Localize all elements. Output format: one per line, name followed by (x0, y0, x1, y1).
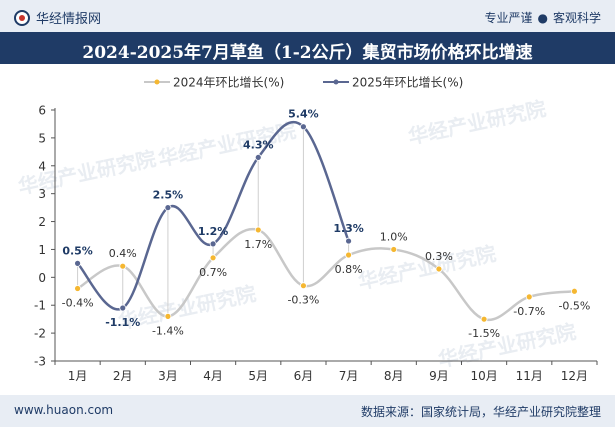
point-2024 (300, 282, 307, 290)
y-tick-label: 1 (38, 243, 46, 257)
data-label-2025: 1.3% (333, 222, 364, 235)
data-label-2024: 0.8% (335, 263, 363, 276)
y-tick-label: 5 (38, 131, 46, 145)
point-2025 (119, 304, 127, 312)
point-2025 (209, 240, 217, 248)
bullet-icon: ● (537, 11, 548, 25)
data-label-2025: 0.5% (62, 244, 93, 257)
legend: 2024年环比增长(%) 2025年环比增长(%) (144, 76, 463, 90)
x-tick-label: 7月 (339, 369, 359, 383)
x-tick-label: 12月 (561, 369, 588, 383)
data-label-2024: -1.4% (152, 324, 184, 337)
y-tick-label: 6 (38, 104, 46, 118)
legend-label-2024: 2024年环比增长(%) (173, 76, 284, 90)
y-tick-label: -1 (34, 299, 46, 313)
data-label-2025: 2.5% (153, 189, 184, 202)
watermark-3: 华经产业研究院 (16, 146, 158, 199)
data-label-2025: -1.1% (105, 316, 140, 329)
data-label-2025: 1.2% (198, 225, 229, 238)
brand[interactable]: 华经情报网 (14, 8, 101, 27)
x-tick-label: 9月 (429, 369, 449, 383)
point-2024 (209, 254, 217, 262)
data-label-2024: -0.3% (287, 294, 319, 307)
data-label-2024: 0.4% (109, 247, 137, 260)
point-2024 (435, 265, 443, 273)
footer-url[interactable]: www.huaon.com (14, 403, 114, 417)
point-2025 (345, 237, 352, 245)
point-2024 (254, 226, 262, 234)
data-label-2025: 5.4% (288, 108, 319, 121)
data-labels: -0.4% 0.4% -1.4% 0.7% 1.7% -0.3% 0.8% 1.0% 0.3% -… (62, 108, 591, 340)
footer: www.huaon.com 数据来源：国家统计局，华经产业研究院整理 (0, 395, 615, 427)
x-tick-label: 4月 (203, 369, 223, 383)
point-2025 (74, 259, 81, 267)
footer-source: 数据来源：国家统计局，华经产业研究院整理 (360, 405, 601, 419)
point-2024 (571, 287, 578, 295)
x-tick-label: 11月 (516, 369, 543, 383)
y-tick-label: 3 (38, 187, 46, 201)
chart: 华经产业研究院华经产业研究院华经产业研究院华经产业研究院华经产业研究院华经产业研… (16, 76, 598, 383)
x-tick-label: 6月 (294, 369, 314, 383)
data-label-2024: -0.5% (558, 299, 590, 312)
y-tick-label: 2 (38, 215, 46, 229)
point-2025 (164, 204, 172, 212)
tagline-left: 专业严谨 (484, 11, 533, 25)
axes: -3 -2 -1 0 1 2 3 4 5 6 1月 2月 3月 4月 5月 6月 7月 8月 9月 10月 11月 12月 (34, 104, 598, 383)
point-2025 (254, 154, 262, 161)
x-tick-label: 10月 (470, 369, 497, 383)
y-tick-label: 4 (38, 159, 46, 173)
data-label-2025: 4.3% (243, 138, 274, 151)
series (74, 120, 578, 323)
top-bar: 华经情报网 专业严谨 ● 客观科学 (0, 0, 615, 32)
y-tick-label: -3 (34, 355, 46, 369)
data-label-2024: 0.7% (199, 266, 227, 279)
y-tick-label: 0 (38, 271, 46, 285)
point-2025 (300, 123, 307, 131)
x-tick-label: 3月 (158, 369, 178, 383)
point-2024 (525, 293, 533, 301)
data-label-2024: 0.3% (425, 250, 453, 263)
point-2024 (164, 312, 172, 320)
x-tick-label: 2月 (113, 369, 133, 383)
tagline-right: 客观科学 (552, 11, 601, 25)
point-2024 (74, 285, 81, 292)
data-label-2024: 1.7% (244, 238, 272, 251)
point-2024 (480, 315, 488, 323)
data-label-2024: -0.7% (513, 305, 545, 318)
data-label-2024: -0.4% (62, 296, 94, 309)
title-bar: 2024-2025年7月草鱼（1-2公斤）集贸市场价格环比增速 (0, 32, 615, 64)
series-line-2024 (76, 227, 575, 322)
point-2024 (390, 246, 398, 253)
legend-label-2025: 2025年环比增长(%) (352, 76, 463, 90)
legend-marker-2025 (333, 79, 339, 85)
data-label-2024: -1.5% (468, 327, 500, 340)
watermark-1: 华经产业研究院 (406, 96, 548, 149)
point-2024 (119, 262, 127, 270)
x-tick-label: 1月 (68, 369, 88, 383)
brand-name: 华经情报网 (36, 12, 102, 27)
watermark-2: 华经产业研究院 (156, 118, 298, 171)
legend-marker-2024 (154, 79, 160, 85)
data-label-2024: 1.0% (380, 230, 408, 243)
x-tick-label: 5月 (248, 369, 268, 383)
x-tick-label: 8月 (384, 369, 404, 383)
tagline: 专业严谨 ● 客观科学 (484, 9, 601, 26)
brand-logo-icon (14, 9, 30, 26)
point-2024 (345, 251, 352, 259)
chart-title: 2024-2025年7月草鱼（1-2公斤）集贸市场价格环比增速 (82, 43, 533, 63)
y-tick-label: -2 (34, 327, 46, 341)
